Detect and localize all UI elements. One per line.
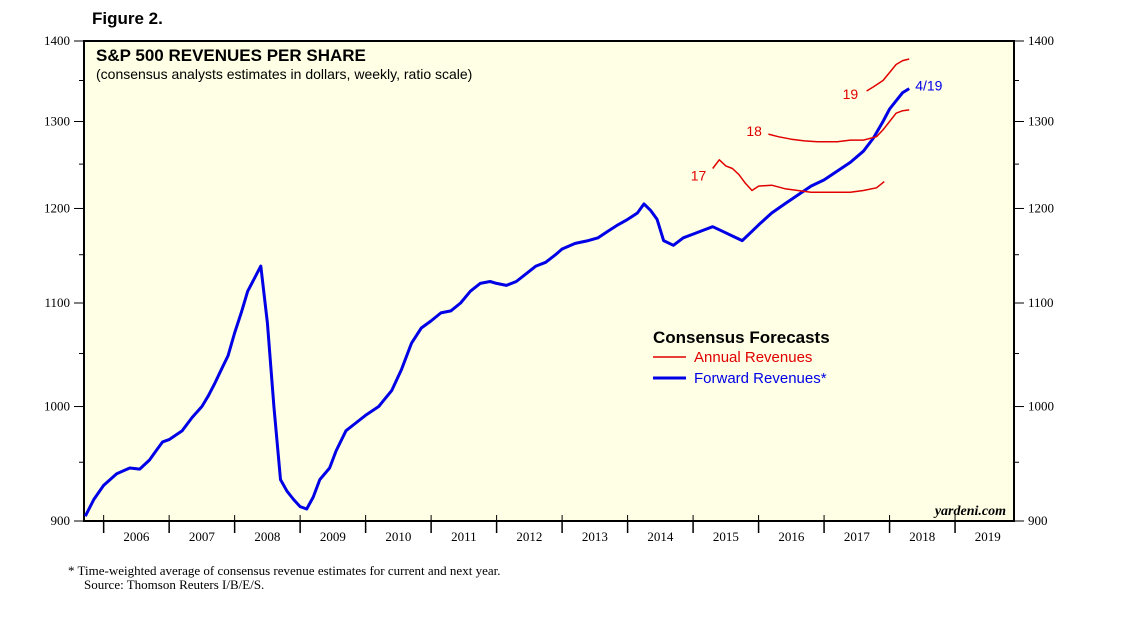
y-tick-label-left: 1000 bbox=[44, 399, 70, 414]
plot-area bbox=[83, 40, 1015, 522]
y-tick-label-right: 900 bbox=[1028, 513, 1048, 528]
footnote: * Time-weighted average of consensus rev… bbox=[68, 564, 500, 592]
chart-title: S&P 500 REVENUES PER SHARE bbox=[96, 46, 366, 65]
x-tick-label: 2018 bbox=[909, 529, 935, 544]
y-tick-label-left: 1300 bbox=[44, 114, 70, 129]
annual-revenues-line-19 bbox=[866, 58, 910, 92]
series-label-18: 18 bbox=[746, 123, 762, 139]
x-tick-label: 2009 bbox=[320, 529, 346, 544]
forward-end-label: 4/19 bbox=[915, 78, 942, 94]
x-tick-label: 2017 bbox=[844, 529, 871, 544]
chart-subtitle: (consensus analysts estimates in dollars… bbox=[96, 66, 472, 82]
legend-label-forward: Forward Revenues* bbox=[694, 370, 827, 387]
y-tick-label-left: 1200 bbox=[44, 200, 70, 215]
legend-label-annual: Annual Revenues bbox=[694, 349, 812, 366]
y-tick-label-left: 1100 bbox=[44, 295, 70, 310]
y-tick-label-left: 1400 bbox=[44, 33, 70, 48]
x-tick-label: 2006 bbox=[123, 529, 150, 544]
x-tick-label: 2015 bbox=[713, 529, 739, 544]
x-tick-label: 2008 bbox=[254, 529, 280, 544]
x-tick-label: 2010 bbox=[385, 529, 411, 544]
x-tick-label: 2011 bbox=[451, 529, 477, 544]
footnote-note: * Time-weighted average of consensus rev… bbox=[68, 563, 501, 578]
y-tick-label-right: 1400 bbox=[1028, 33, 1054, 48]
annual-revenues-line-18 bbox=[768, 109, 910, 143]
x-tick-label: 2007 bbox=[189, 529, 216, 544]
figure-label: Figure 2. bbox=[92, 9, 163, 28]
series-label-17: 17 bbox=[691, 167, 707, 183]
watermark: yardeni.com bbox=[933, 504, 1006, 519]
x-tick-label: 2012 bbox=[516, 529, 542, 544]
y-tick-label-left: 900 bbox=[51, 513, 71, 528]
y-tick-label-right: 1300 bbox=[1028, 114, 1054, 129]
y-tick-label-right: 1000 bbox=[1028, 399, 1054, 414]
annual-revenues-line-17 bbox=[712, 159, 885, 194]
forward-revenues-line bbox=[83, 87, 910, 517]
y-tick-label-right: 1200 bbox=[1028, 200, 1054, 215]
footnote-source: Source: Thomson Reuters I/B/E/S. bbox=[84, 577, 265, 592]
x-tick-label: 2013 bbox=[582, 529, 608, 544]
series-label-19: 19 bbox=[843, 86, 859, 102]
y-tick-label-right: 1100 bbox=[1028, 295, 1054, 310]
x-tick-label: 2019 bbox=[975, 529, 1001, 544]
x-tick-label: 2016 bbox=[778, 529, 805, 544]
legend-title: Consensus Forecasts bbox=[653, 328, 830, 347]
x-tick-label: 2014 bbox=[647, 529, 674, 544]
